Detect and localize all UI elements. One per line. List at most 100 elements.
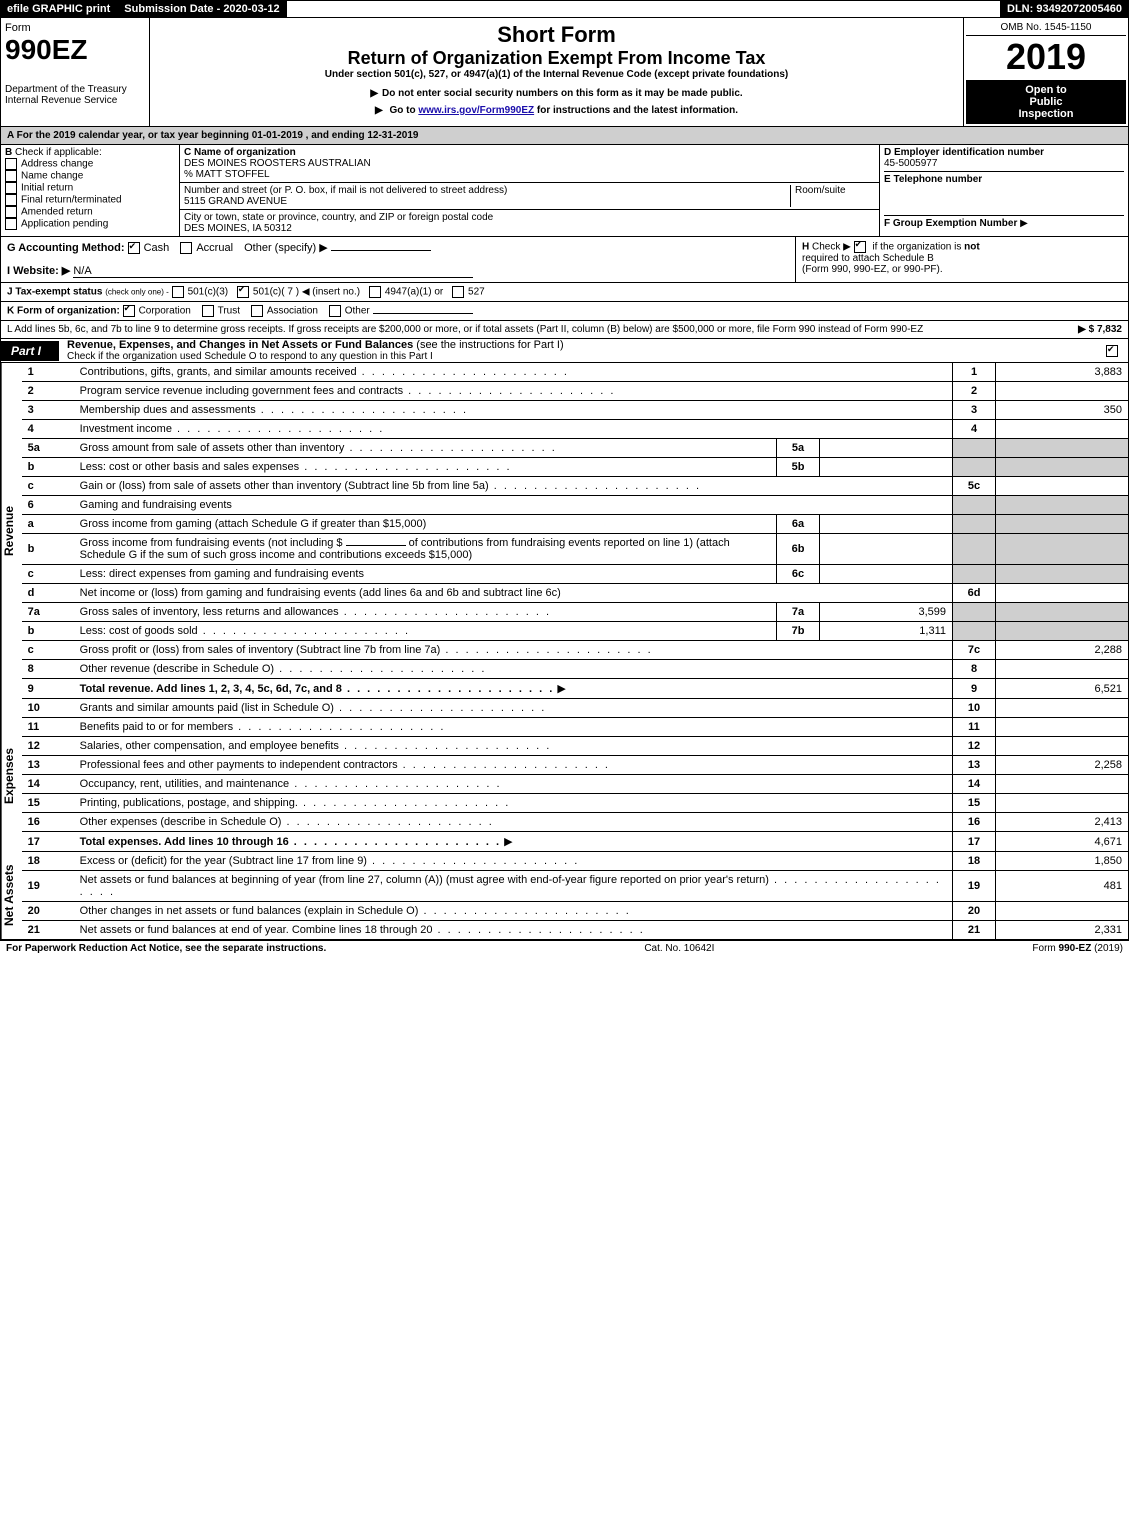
section-b-title: Check if applicable: [15, 147, 102, 158]
open-line1: Open to [970, 84, 1122, 96]
line-5a-value [820, 439, 953, 458]
line-6b-value [820, 534, 953, 565]
line-9-desc: Total revenue. Add lines 1, 2, 3, 4, 5c,… [80, 683, 555, 695]
line-19-desc: Net assets or fund balances at beginning… [80, 874, 941, 898]
irs-link[interactable]: www.irs.gov/Form990EZ [418, 105, 534, 116]
other-org-input[interactable] [373, 313, 473, 314]
footer-center: Cat. No. 10642I [644, 943, 714, 954]
under-section-text: Under section 501(c), 527, or 4947(a)(1)… [154, 69, 959, 80]
checkbox-4947a1[interactable] [369, 286, 381, 298]
efile-print-button[interactable]: efile GRAPHIC print [0, 0, 117, 18]
other-specify-label: Other (specify) [244, 242, 316, 254]
checkbox-application-pending[interactable] [5, 218, 17, 230]
line-1: 1 Contributions, gifts, grants, and simi… [22, 363, 1129, 382]
line-6a-desc: Gross income from gaming (attach Schedul… [74, 515, 777, 534]
expenses-section: Expenses 10 Grants and similar amounts p… [0, 699, 1129, 852]
line-21-desc: Net assets or fund balances at end of ye… [80, 924, 645, 936]
checkbox-accrual[interactable] [180, 242, 192, 254]
line-6c: c Less: direct expenses from gaming and … [22, 565, 1129, 584]
checkbox-address-change[interactable] [5, 158, 17, 170]
section-def: D Employer identification number 45-5005… [879, 145, 1128, 236]
part1-check-text: Check if the organization used Schedule … [67, 351, 1106, 362]
checkbox-527[interactable] [452, 286, 464, 298]
line-12-desc: Salaries, other compensation, and employ… [80, 740, 552, 752]
header-right: OMB No. 1545-1150 2019 Open to Public In… [963, 18, 1128, 126]
section-j: J Tax-exempt status (check only one) - 5… [0, 283, 1129, 302]
line-5b-desc: Less: cost or other basis and sales expe… [80, 461, 512, 473]
line-11-desc: Benefits paid to or for members [80, 721, 446, 733]
checkbox-schedule-o-used[interactable] [1106, 345, 1118, 357]
revenue-section: Revenue 1 Contributions, gifts, grants, … [0, 363, 1129, 699]
line-21-value: 2,331 [996, 921, 1129, 940]
irs-label: Internal Revenue Service [5, 95, 145, 106]
line-17-value: 4,671 [996, 832, 1129, 852]
line-8-value [996, 660, 1129, 679]
line-13-value: 2,258 [996, 756, 1129, 775]
addr-label: Number and street (or P. O. box, if mail… [184, 185, 790, 196]
form-header: Form 990EZ Department of the Treasury In… [0, 18, 1129, 127]
line-5a-desc: Gross amount from sale of assets other t… [80, 442, 557, 454]
line-14-desc: Occupancy, rent, utilities, and maintena… [80, 778, 502, 790]
checkbox-trust[interactable] [202, 305, 214, 317]
line-17: 17 Total expenses. Add lines 10 through … [22, 832, 1129, 852]
line-7b: b Less: cost of goods sold 7b 1,311 [22, 622, 1129, 641]
website-value: N/A [73, 265, 473, 278]
line-6d-value [996, 584, 1129, 603]
form-code: 990EZ [5, 34, 145, 66]
checkbox-amended-return[interactable] [5, 206, 17, 218]
page-footer: For Paperwork Reduction Act Notice, see … [0, 940, 1129, 956]
open-line3: Inspection [970, 108, 1122, 120]
checkbox-association[interactable] [251, 305, 263, 317]
line-20-desc: Other changes in net assets or fund bala… [80, 905, 631, 917]
h-text4: (Form 990, 990-EZ, or 990-PF). [802, 264, 1122, 275]
checkbox-name-change[interactable] [5, 170, 17, 182]
dept-treasury: Department of the Treasury [5, 84, 145, 95]
checkbox-schedule-b-not-required[interactable] [854, 241, 866, 253]
street-address: 5115 GRAND AVENUE [184, 196, 790, 207]
i-website-label: I Website: ▶ [7, 265, 70, 277]
line-6d: d Net income or (loss) from gaming and f… [22, 584, 1129, 603]
section-k: K Form of organization: Corporation Trus… [0, 302, 1129, 321]
line-3: 3 Membership dues and assessments 3 350 [22, 401, 1129, 420]
line-7a-desc: Gross sales of inventory, less returns a… [80, 606, 551, 618]
l-amount: ▶ $ 7,832 [1068, 324, 1122, 335]
line-19: 19 Net assets or fund balances at beginn… [22, 871, 1129, 902]
revenue-table: 1 Contributions, gifts, grants, and simi… [22, 363, 1129, 699]
section-a-tax-year: A For the 2019 calendar year, or tax yea… [0, 127, 1129, 145]
line-19-value: 481 [996, 871, 1129, 902]
checkbox-cash[interactable] [128, 242, 140, 254]
d-ein-label: D Employer identification number [884, 147, 1124, 158]
line-7c: c Gross profit or (loss) from sales of i… [22, 641, 1129, 660]
j-501c7: 501(c)( 7 ) [253, 287, 299, 298]
checkbox-corporation[interactable] [123, 305, 135, 317]
line-4: 4 Investment income 4 [22, 420, 1129, 439]
h-not: not [964, 242, 980, 253]
h-text2: if the organization is [872, 242, 964, 253]
cash-label: Cash [144, 242, 170, 254]
line-2-value [996, 382, 1129, 401]
open-inspection-badge: Open to Public Inspection [966, 80, 1126, 124]
j-501c3: 501(c)(3) [188, 287, 229, 298]
line-16-value: 2,413 [996, 813, 1129, 832]
section-l: L Add lines 5b, 6c, and 7b to line 9 to … [0, 321, 1129, 339]
line-5b: b Less: cost or other basis and sales ex… [22, 458, 1129, 477]
checkbox-501c[interactable] [237, 286, 249, 298]
c-name-label: C Name of organization [184, 147, 875, 158]
checkbox-initial-return[interactable] [5, 182, 17, 194]
line-5c-value [996, 477, 1129, 496]
line-3-value: 350 [996, 401, 1129, 420]
j-4947a1: 4947(a)(1) or [385, 287, 443, 298]
line-2-desc: Program service revenue including govern… [80, 385, 616, 397]
line-18: 18 Excess or (deficit) for the year (Sub… [22, 852, 1129, 871]
topbar-spacer [287, 0, 1000, 18]
section-h: H Check ▶ if the organization is not req… [795, 237, 1128, 282]
e-telephone-label: E Telephone number [884, 174, 1124, 185]
k-trust: Trust [218, 306, 240, 317]
checkbox-other-org[interactable] [329, 305, 341, 317]
checkbox-final-return[interactable] [5, 194, 17, 206]
line-5c: c Gain or (loss) from sale of assets oth… [22, 477, 1129, 496]
checkbox-501c3[interactable] [172, 286, 184, 298]
other-specify-input[interactable] [331, 250, 431, 251]
net-assets-table: 18 Excess or (deficit) for the year (Sub… [22, 852, 1129, 939]
line-6b-amount-input[interactable] [346, 545, 406, 546]
